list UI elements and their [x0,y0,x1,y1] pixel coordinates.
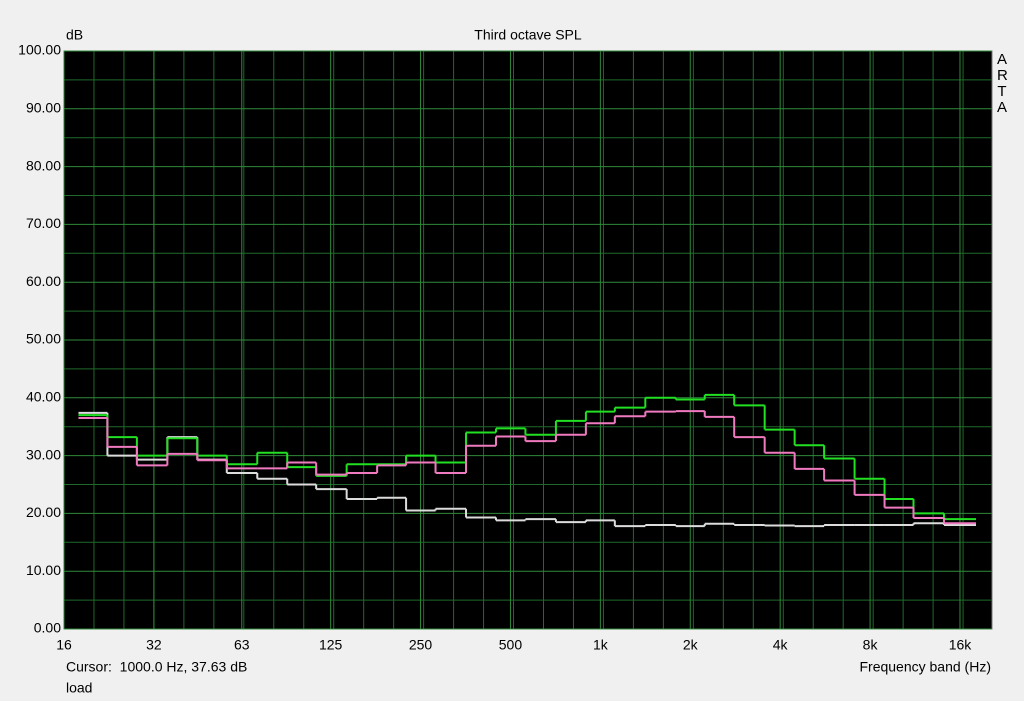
x-tick-label: 16 [56,637,72,653]
x-tick-label: 500 [499,637,523,653]
cursor-readout: Cursor: 1000.0 Hz, 37.63 dB [66,659,247,675]
x-tick-label: 8k [863,637,879,653]
y-tick-label: 20.00 [26,504,61,520]
y-tick-label: 100.00 [18,42,61,58]
x-axis-label: Frequency band (Hz) [859,659,991,675]
x-tick-label: 32 [146,637,162,653]
x-tick-label: 1k [593,637,609,653]
x-tick-label: 125 [319,637,343,653]
y-tick-label: 10.00 [26,562,61,578]
x-tick-label: 63 [234,637,250,653]
brand: ARTA [997,51,1008,116]
x-tick-label: 250 [409,637,433,653]
y-tick-label: 0.00 [34,620,61,636]
x-tick-label: 4k [773,637,789,653]
y-tick-label: 70.00 [26,215,61,231]
y-tick-label: 90.00 [26,100,61,116]
y-axis-label: dB [66,27,83,43]
x-tick-label: 2k [683,637,699,653]
y-tick-label: 50.00 [26,331,61,347]
y-tick-label: 40.00 [26,389,61,405]
y-tick-label: 60.00 [26,273,61,289]
chart-title: Third octave SPL [474,27,582,43]
footer-label: load [66,680,92,696]
y-tick-label: 80.00 [26,157,61,173]
x-tick-label: 16k [949,637,973,653]
y-tick-label: 30.00 [26,446,61,462]
